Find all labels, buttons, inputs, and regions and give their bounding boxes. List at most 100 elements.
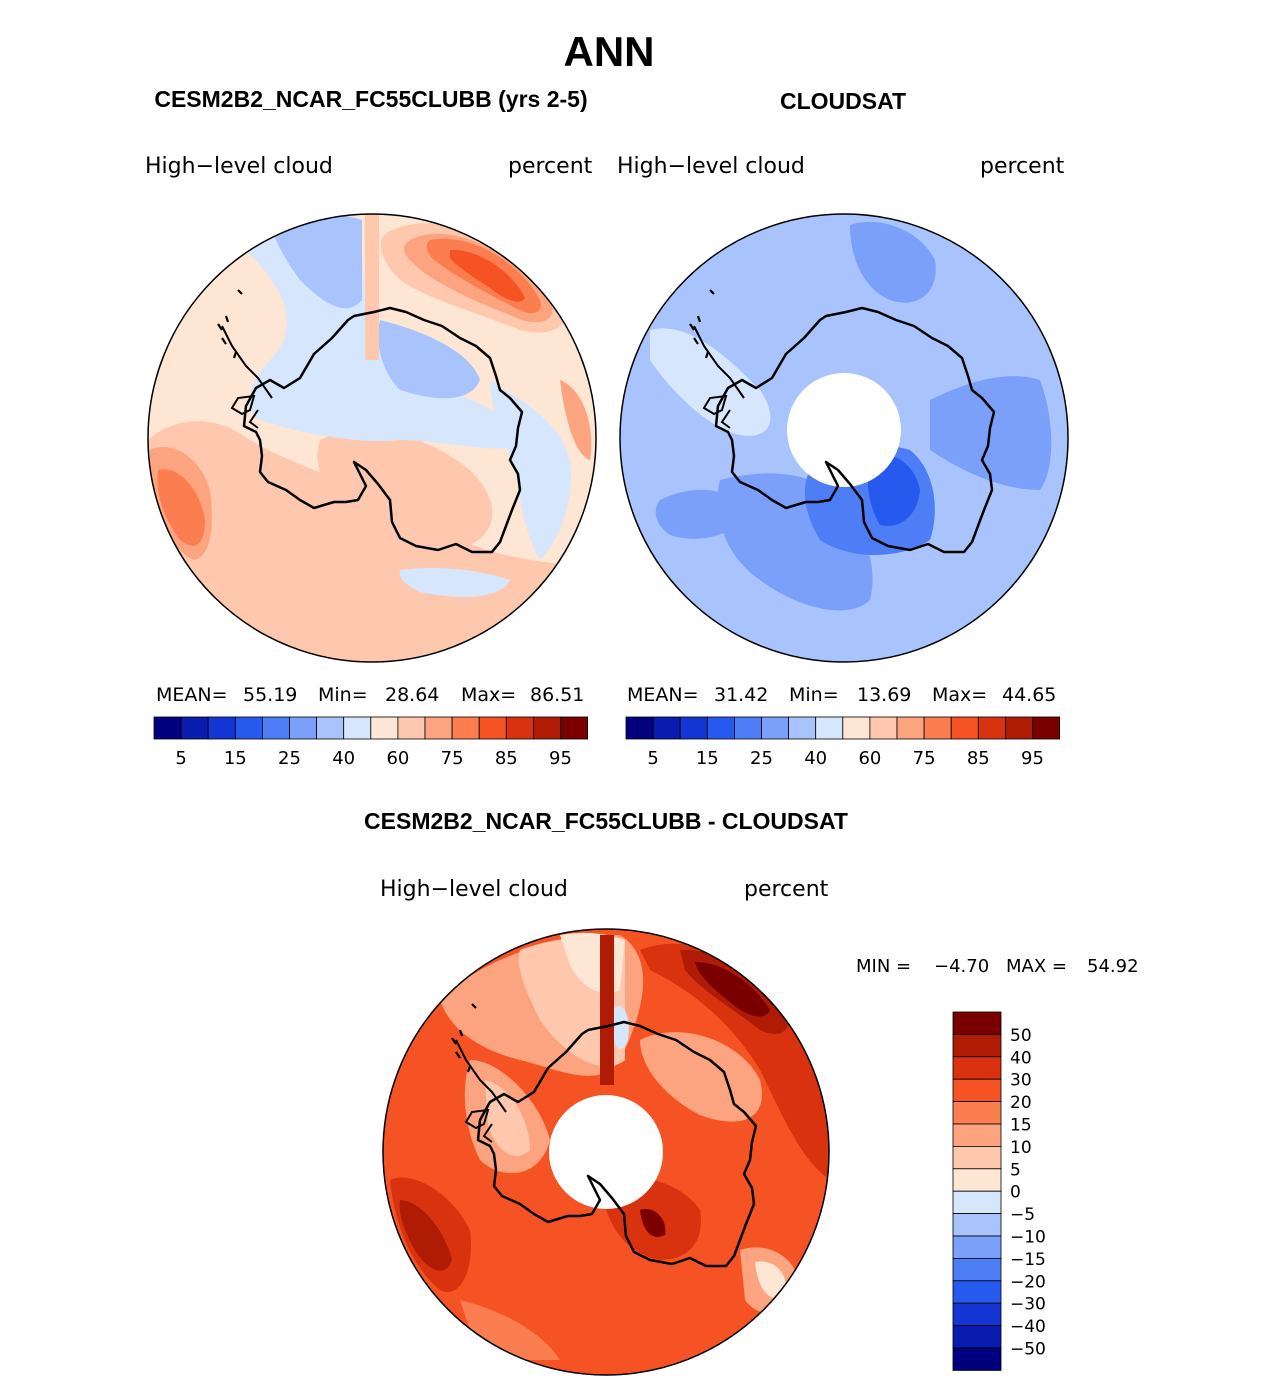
diff-colorbar-tick: 30 <box>1010 1071 1032 1091</box>
obs-colorbar-tick: 60 <box>858 748 881 769</box>
model-field-peak-ne <box>450 249 525 302</box>
diff-field-peak-center <box>640 1209 666 1238</box>
model-variable-label: High−level cloud <box>145 154 333 179</box>
model-colorbar-tick: 60 <box>386 748 409 769</box>
diff-colorbar-tick: 5 <box>1010 1160 1021 1180</box>
diff-field-near-zero-se <box>755 1261 786 1299</box>
model-colorbar-bin <box>234 716 263 740</box>
diff-polar-map <box>383 929 829 1375</box>
model-colorbar-bin <box>533 716 561 740</box>
diff-field-artifact-strip <box>600 935 614 1085</box>
model-field-warm-ne <box>380 223 568 333</box>
obs-colorbar-bin <box>652 716 681 740</box>
model-field-base <box>148 214 596 662</box>
model-colorbar-bin <box>289 716 318 740</box>
diff-colorbar-bin <box>952 1302 1002 1326</box>
obs-colorbar-bin <box>679 716 708 740</box>
diff-colorbar-bin <box>952 1190 1002 1214</box>
model-field-warm-west-core <box>150 446 212 560</box>
diff-colorbar-tick: −5 <box>1010 1205 1035 1225</box>
model-field-cool-south <box>399 568 510 597</box>
model-field-warm-center <box>317 430 493 549</box>
obs-colorbar-bin <box>788 716 817 740</box>
model-colorbar-bin <box>207 716 236 740</box>
obs-colorbar-bin <box>869 716 898 740</box>
diff-field-base <box>383 929 829 1375</box>
obs-field-strong-center <box>804 446 935 555</box>
diff-colorbar-bin <box>952 1056 1002 1080</box>
diff-colorbar-bin <box>952 1101 1002 1125</box>
diff-max-label: MAX = <box>1006 956 1067 977</box>
diff-field-near-zero-north <box>560 932 625 994</box>
diff-min-label: MIN = <box>856 956 912 977</box>
obs-colorbar-tick: 15 <box>696 748 719 769</box>
model-field-cool-north <box>240 218 520 449</box>
diff-colorbar-tick: −30 <box>1010 1295 1046 1315</box>
diff-colorbar-bin <box>952 1168 1002 1192</box>
obs-colorbar-bin <box>761 716 790 740</box>
diff-colorbar-bin <box>952 1280 1002 1304</box>
diff-max-value: 54.92 <box>1087 956 1139 977</box>
obs-panel-header: CLOUDSAT <box>779 88 907 114</box>
model-field-warm-west-peak <box>157 469 205 546</box>
obs-colorbar-tick: 75 <box>913 748 936 769</box>
diff-colorbar-tick: 0 <box>1010 1183 1021 1203</box>
obs-max-label: Max= <box>932 684 988 706</box>
diff-colorbar-tick: 40 <box>1010 1048 1032 1068</box>
obs-field-mid-east <box>930 376 1052 490</box>
model-mean-value: 55.19 <box>243 684 298 706</box>
model-colorbar-tick: 5 <box>175 748 186 769</box>
diff-field-weak-west <box>464 1060 550 1174</box>
model-colorbar-bin <box>505 716 534 740</box>
obs-min-value: 13.69 <box>857 684 912 706</box>
model-field-warm-west <box>148 421 596 662</box>
model-colorbar-bin <box>153 716 182 740</box>
obs-mean-value: 31.42 <box>714 684 769 706</box>
diff-colorbar-tick: −15 <box>1010 1250 1046 1270</box>
diff-min-value: −4.70 <box>934 956 990 977</box>
obs-colorbar-tick: 95 <box>1021 748 1044 769</box>
obs-field-mid-southwest <box>655 489 740 539</box>
obs-variable-label: High−level cloud <box>617 154 805 179</box>
diff-colorbar-bin <box>952 1078 1002 1102</box>
model-colorbar-bin <box>478 716 507 740</box>
model-units-label: percent <box>508 154 593 179</box>
obs-colorbar-bin <box>1005 716 1033 740</box>
diff-colorbar-bin <box>952 1123 1002 1147</box>
obs-field-base <box>620 214 1068 662</box>
model-colorbar-bin <box>451 716 480 740</box>
obs-colorbar-bin <box>923 716 952 740</box>
obs-polar-map <box>620 214 1068 662</box>
diff-colorbar: 50 40 30 20 15 10 5 0 −5 −10 −15 −20 −30… <box>952 1011 1046 1371</box>
obs-colorbar-bin <box>1032 716 1061 740</box>
model-colorbar-bin <box>316 716 345 740</box>
model-colorbar-tick: 25 <box>278 748 301 769</box>
diff-field-weaker-north <box>518 937 625 1067</box>
diff-variable-label: High−level cloud <box>380 877 568 902</box>
diff-colorbar-tick: −50 <box>1010 1340 1046 1360</box>
model-colorbar: 5 15 25 40 60 75 85 95 <box>153 716 589 769</box>
obs-colorbar-bin <box>896 716 925 740</box>
model-colorbar-tick: 95 <box>549 748 572 769</box>
diff-colorbar-tick: 20 <box>1010 1093 1032 1113</box>
diff-field-negative-north <box>611 1006 629 1049</box>
diff-colorbar-tick: −40 <box>1010 1317 1046 1337</box>
diff-field-weak-se <box>740 1247 800 1314</box>
model-min-value: 28.64 <box>385 684 440 706</box>
diff-colorbar-tick: 10 <box>1010 1138 1032 1158</box>
obs-colorbar-bin <box>977 716 1006 740</box>
obs-colorbar-bin <box>734 716 762 740</box>
obs-colorbar-tick: 5 <box>647 748 658 769</box>
diff-colorbar-bin <box>952 1011 1002 1035</box>
model-colorbar-bin <box>370 716 399 740</box>
model-colorbar-bin <box>560 716 589 740</box>
diff-field-stronger-ne <box>680 949 789 1034</box>
diff-field-strong-ne <box>640 943 829 1180</box>
model-colorbar-bin <box>397 716 426 740</box>
diff-panel-header: CESM2B2_NCAR_FC55CLUBB - CLOUDSAT <box>364 808 848 834</box>
model-panel-header: CESM2B2_NCAR_FC55CLUBB (yrs 2-5) <box>154 86 588 112</box>
obs-colorbar-bin <box>625 716 654 740</box>
model-colorbar-bin <box>424 716 453 740</box>
model-field-cooler-north <box>270 214 362 309</box>
obs-field-lighter-west <box>650 328 771 436</box>
